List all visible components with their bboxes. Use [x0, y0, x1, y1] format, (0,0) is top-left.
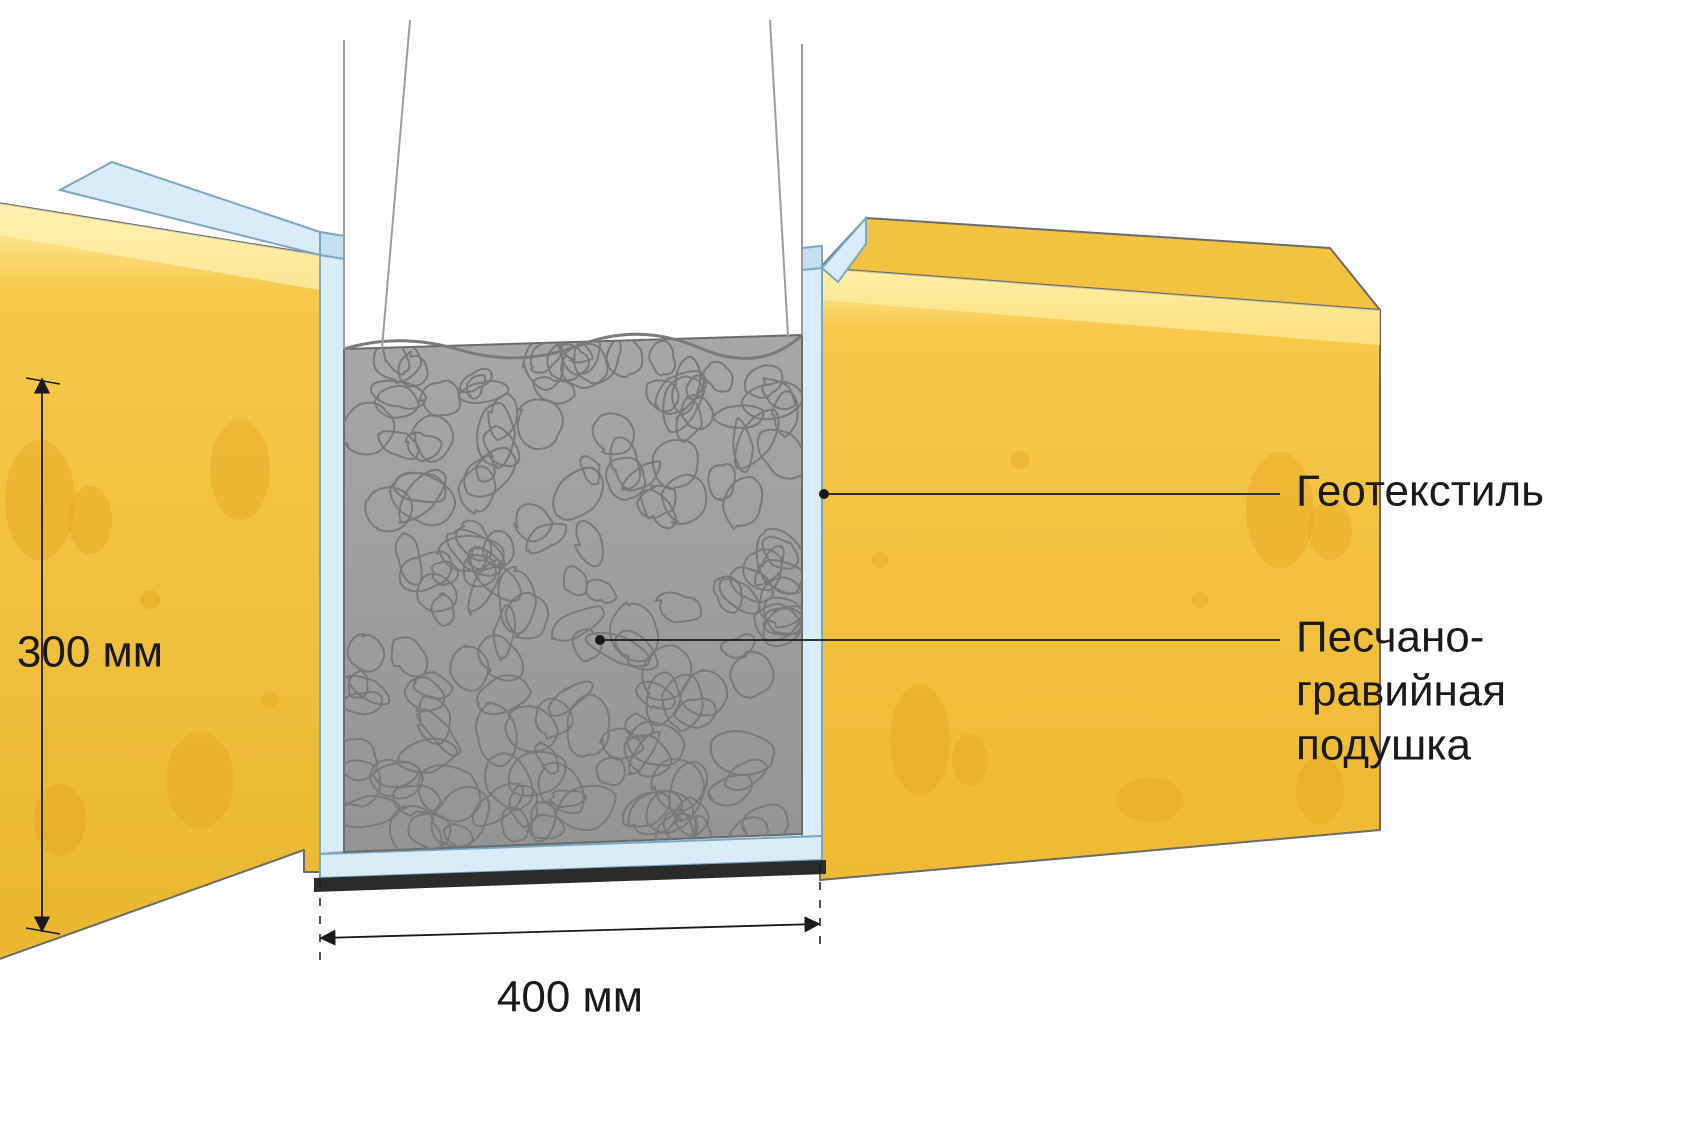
label-gravel-line3: подушка	[1296, 721, 1472, 770]
structure-lines	[344, 20, 802, 349]
dimension-depth-text: 300 мм	[17, 628, 163, 677]
dimension-width-text: 400 мм	[497, 973, 643, 1022]
gravel-fill	[331, 320, 817, 871]
foundation-trench-diagram: Геотекстиль Песчано- гравийная подушка 3…	[0, 0, 1693, 1129]
label-gravel-line1: Песчано-	[1296, 613, 1484, 662]
label-geotextile: Геотекстиль	[1296, 467, 1544, 516]
label-gravel-line2: гравийная	[1296, 667, 1506, 716]
soil-left-block	[0, 200, 320, 966]
soil-right-block	[820, 218, 1380, 880]
